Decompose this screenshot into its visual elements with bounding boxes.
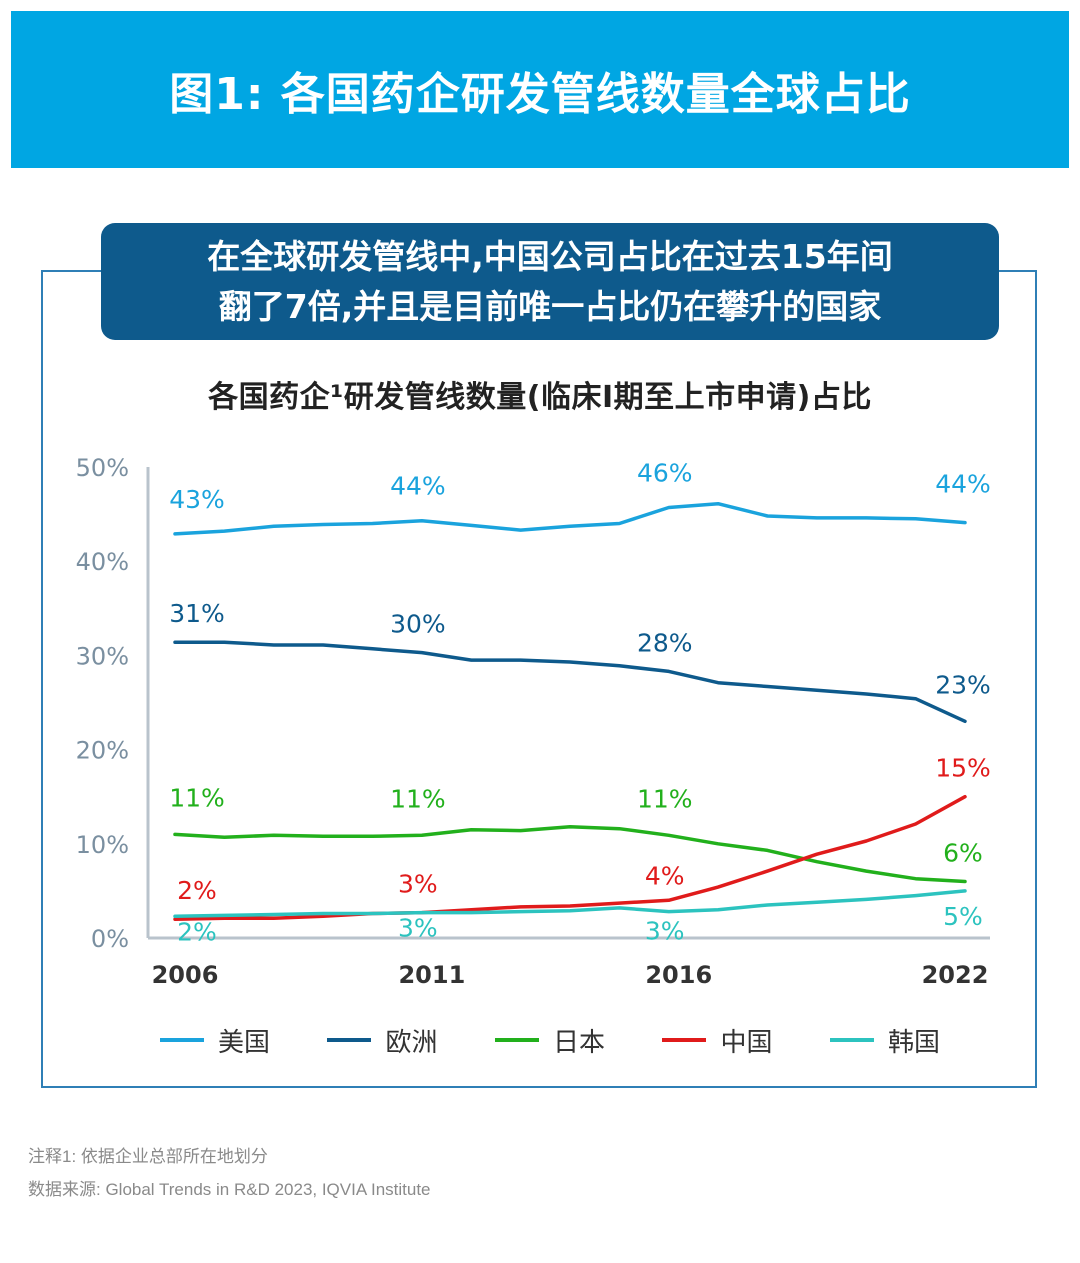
data-label: 2%: [177, 917, 217, 946]
data-label: 46%: [637, 459, 693, 488]
data-label: 30%: [390, 610, 446, 639]
series-line-2: [173, 640, 967, 724]
chart-frame: [41, 270, 1037, 1088]
data-label: 31%: [169, 599, 225, 628]
data-label: 6%: [943, 838, 983, 867]
callout-box: 在全球研发管线中,中国公司占比在过去15年间 翻了7倍,并且是目前唯一占比仍在攀…: [101, 223, 999, 340]
page-title: 图1: 各国药企研发管线数量全球占比: [169, 68, 911, 120]
legend-swatch: [327, 1038, 372, 1042]
legend-label: 韩国: [887, 1027, 940, 1058]
y-tick-label: 20%: [76, 737, 129, 765]
y-tick-label: 30%: [76, 642, 129, 670]
callout-line-1: 在全球研发管线中,中国公司占比在过去15年间: [207, 236, 893, 276]
legend-item: 中国: [662, 1022, 772, 1059]
legend-swatch: [829, 1038, 874, 1042]
x-tick-label: 2016: [645, 961, 712, 989]
data-label: 11%: [169, 783, 225, 812]
legend-swatch: [494, 1038, 539, 1042]
data-label: 11%: [390, 784, 446, 813]
data-label: 3%: [398, 914, 438, 943]
data-label: 15%: [935, 754, 991, 783]
data-label: 28%: [637, 628, 693, 657]
callout-line-2: 翻了7倍,并且是目前唯一占比仍在攀升的国家: [218, 286, 882, 326]
series-line-5: [173, 889, 967, 919]
chart-title: 各国药企¹研发管线数量(临床I期至上市申请)占比: [208, 380, 872, 415]
x-tick-label: 2011: [398, 961, 465, 989]
footnote-1: 注释1: 依据企业总部所在地划分: [28, 1147, 268, 1166]
data-label: 3%: [645, 917, 685, 946]
series-line-3: [173, 825, 967, 884]
legend-item: 韩国: [829, 1022, 940, 1059]
x-tick-label: 2022: [922, 961, 989, 989]
data-label: 2%: [177, 876, 217, 905]
y-tick-label: 50%: [76, 454, 129, 482]
legend-label: 欧洲: [385, 1027, 438, 1058]
data-source: 数据来源: Global Trends in R&D 2023, IQVIA I…: [28, 1180, 431, 1199]
data-label: 5%: [943, 902, 983, 931]
data-label: 11%: [637, 784, 693, 813]
y-tick-label: 10%: [76, 831, 129, 859]
data-label: 44%: [935, 470, 991, 499]
legend-swatch: [662, 1038, 707, 1042]
legend-label: 中国: [720, 1027, 773, 1058]
y-tick-label: 40%: [76, 548, 129, 576]
data-label: 4%: [645, 861, 685, 890]
chart-legend: 美国 欧洲 日本 中国 韩国: [160, 1020, 940, 1060]
series-line-4: [173, 794, 967, 921]
data-label: 44%: [390, 472, 446, 501]
header-banner: 图1: 各国药企研发管线数量全球占比: [11, 11, 1069, 168]
y-tick-label: 0%: [91, 925, 129, 953]
x-tick-label: 2006: [152, 961, 219, 989]
data-label: 43%: [169, 485, 225, 514]
legend-label: 日本: [552, 1027, 605, 1058]
legend-item: 欧洲: [327, 1022, 438, 1059]
legend-label: 美国: [218, 1027, 271, 1058]
series-line-1: [173, 501, 967, 536]
footnotes: 注释1: 依据企业总部所在地划分 数据来源: Global Trends in …: [28, 1140, 431, 1206]
legend-item: 美国: [160, 1022, 270, 1059]
data-label: 3%: [398, 870, 438, 899]
legend-item: 日本: [494, 1022, 605, 1059]
data-label: 23%: [935, 670, 991, 699]
legend-swatch: [160, 1038, 204, 1042]
